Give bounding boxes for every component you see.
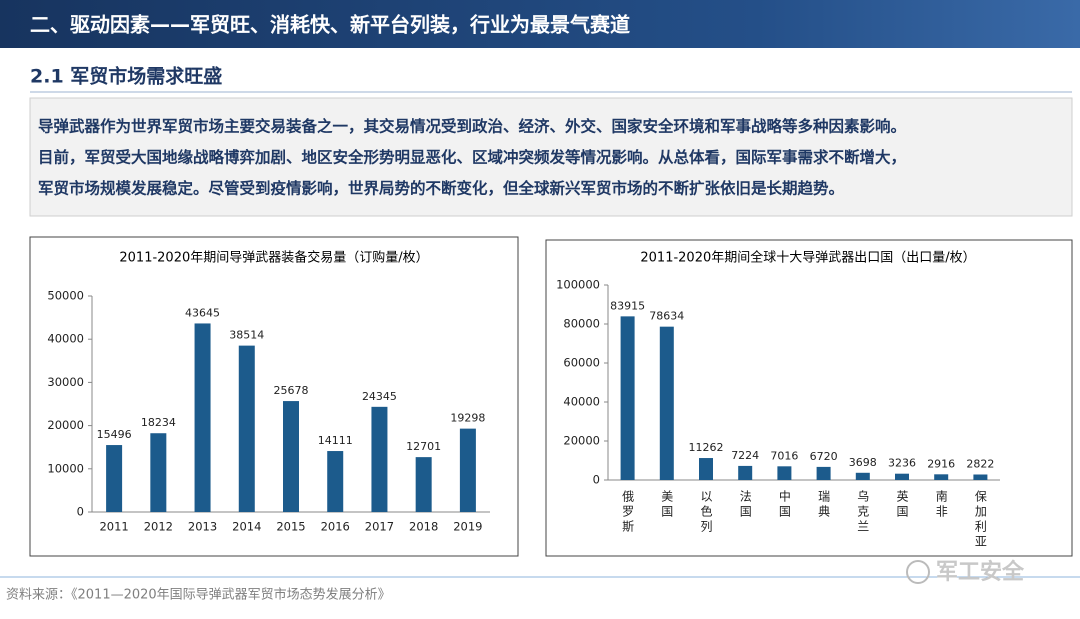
value-label: 15496 [97,428,132,441]
x-tick-label: 中国 [777,489,791,520]
x-tick-label: 2018 [409,520,438,534]
bar [659,326,674,480]
x-tick-label: 保加利亚 [973,490,987,550]
x-tick-label: 2011 [99,520,128,534]
value-label: 38514 [229,329,264,342]
x-tick-label: 乌克兰 [856,489,870,535]
bar [895,473,909,480]
y-tick-label: 100000 [556,278,600,292]
bar [973,474,988,480]
bar [934,474,949,480]
y-tick-label: 30000 [47,375,84,389]
bar [194,323,211,512]
x-tick-label: 以色列 [699,490,713,535]
watermark: 军工安全 [936,559,1025,585]
bar [738,465,753,480]
chart-title: 2011-2020年期间全球十大导弹武器出口国（出口量/枚） [640,250,975,266]
section-title: 2.1 军贸市场需求旺盛 [30,65,222,88]
bar [415,457,432,512]
chart-title: 2011-2020年期间导弹武器装备交易量（订购量/枚） [119,250,428,266]
value-label: 6720 [810,450,838,463]
value-label: 83915 [610,299,645,312]
y-tick-label: 40000 [47,332,84,346]
bar [855,472,870,480]
header-bar [0,0,1080,48]
paragraph-line: 目前，军贸受大国地缘战略博弈加剧、地区安全形势明显恶化、区域冲突频发等情况影响。… [38,148,906,167]
value-label: 43645 [185,306,220,319]
bar [283,401,299,512]
bar [620,316,635,480]
value-label: 24345 [362,390,397,403]
y-tick-label: 60000 [563,356,600,370]
bar [371,406,388,512]
y-tick-label: 50000 [47,289,84,303]
value-label: 2822 [966,457,994,470]
text-box [29,97,1073,217]
y-tick-label: 20000 [563,434,600,448]
bar [327,451,344,512]
x-tick-label: 2013 [188,520,217,534]
x-tick-label: 2015 [276,520,305,534]
bar [459,428,476,512]
value-label: 19298 [450,412,485,425]
value-label: 3236 [888,457,916,470]
y-tick-label: 0 [593,473,600,487]
x-tick-label: 2014 [232,520,261,534]
value-label: 7016 [770,449,798,462]
x-tick-label: 美国 [660,490,674,520]
x-tick-label: 2017 [365,520,394,534]
watermark-icon [906,560,930,584]
x-tick-label: 2016 [321,520,350,534]
y-tick-label: 40000 [563,395,600,409]
paragraph-line: 导弹武器作为世界军贸市场主要交易装备之一，其交易情况受到政治、经济、外交、国家安… [38,117,906,136]
value-label: 14111 [318,434,353,447]
header-title: 二、驱动因素——军贸旺、消耗快、新平台列装，行业为最景气赛道 [30,13,630,37]
x-tick-label: 法国 [738,490,752,520]
x-tick-label: 2019 [453,520,482,534]
bar [816,466,831,480]
x-tick-label: 俄罗斯 [621,490,635,535]
value-label: 7224 [731,449,759,462]
paragraph-line: 军贸市场规模发展稳定。尽管受到疫情影响，世界局势的不断变化，但全球新兴军贸市场的… [38,179,844,198]
y-tick-label: 80000 [563,317,600,331]
x-tick-label: 瑞典 [817,490,831,520]
x-tick-label: 2012 [144,520,173,534]
value-label: 18234 [141,416,176,429]
value-label: 78634 [649,310,684,323]
value-label: 12701 [406,440,441,453]
y-tick-label: 10000 [47,461,84,475]
value-label: 2916 [927,457,955,470]
source-note: 资料来源：《2011—2020年国际导弹武器军贸市场态势发展分析》 [6,587,391,603]
x-tick-label: 南非 [934,489,948,520]
bar [106,445,123,512]
y-tick-label: 20000 [47,418,84,432]
y-tick-label: 0 [77,505,84,519]
value-label: 3698 [849,456,877,469]
bar [699,458,713,480]
x-tick-label: 英国 [895,490,909,520]
value-label: 25678 [274,384,309,397]
bar [238,345,255,512]
bar [150,433,167,512]
value-label: 11262 [689,441,724,454]
bar [777,466,792,480]
